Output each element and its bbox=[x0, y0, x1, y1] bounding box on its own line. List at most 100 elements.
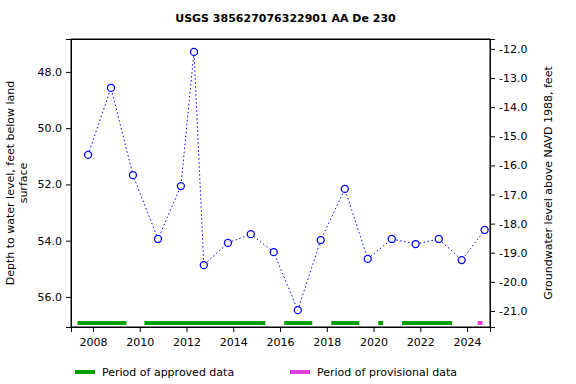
tick-label: 2014 bbox=[220, 336, 248, 349]
tick: 48.0 bbox=[38, 66, 72, 79]
data-point bbox=[388, 235, 395, 242]
tick: -13.0 bbox=[490, 72, 527, 85]
data-point bbox=[412, 241, 419, 248]
tick: 52.0 bbox=[38, 178, 72, 191]
tick: -14.0 bbox=[490, 101, 527, 114]
tick-mark bbox=[233, 327, 234, 332]
tick-mark bbox=[140, 327, 141, 332]
legend: Period of approved data Period of provisi… bbox=[75, 366, 457, 379]
tick: 2024 bbox=[454, 327, 482, 349]
data-line bbox=[88, 52, 485, 310]
tick: 54.0 bbox=[38, 235, 72, 248]
tick-mark bbox=[490, 136, 495, 137]
period-bar bbox=[284, 321, 312, 325]
data-point bbox=[154, 235, 161, 242]
tick-label: 2018 bbox=[313, 336, 341, 349]
tick: 2022 bbox=[407, 327, 435, 349]
tick: -12.0 bbox=[490, 43, 527, 56]
tick-label: -21.0 bbox=[499, 305, 527, 318]
tick-mark bbox=[467, 327, 468, 332]
tick-mark bbox=[66, 241, 71, 242]
data-point bbox=[107, 84, 114, 91]
tick-mark bbox=[66, 72, 71, 73]
tick: 2018 bbox=[313, 327, 341, 349]
axis-line bbox=[491, 40, 496, 328]
x-axis: 2008 2010 2012 2014 2016 2018 2020 2022 2024 bbox=[72, 327, 491, 349]
tick: 2020 bbox=[360, 327, 388, 349]
tick-mark bbox=[327, 327, 328, 332]
y2-axis: -12.0 -13.0 -14.0 -15.0 -16.0 -17.0 -18.0 -19.0… bbox=[490, 40, 527, 328]
y2-axis-label: Groundwater level above NAVD 1988, feet bbox=[542, 66, 555, 300]
tick-mark bbox=[490, 282, 495, 283]
tick-mark bbox=[280, 327, 281, 332]
tick-mark bbox=[187, 327, 188, 332]
tick-label: -18.0 bbox=[499, 218, 527, 231]
plot-area bbox=[78, 48, 489, 323]
tick: -21.0 bbox=[490, 305, 527, 318]
tick-mark bbox=[490, 195, 495, 196]
tick-mark bbox=[490, 78, 495, 79]
tick-label: -20.0 bbox=[499, 276, 527, 289]
tick-mark bbox=[490, 165, 495, 166]
axis-line bbox=[72, 328, 491, 333]
tick-label: -19.0 bbox=[499, 247, 527, 260]
y-axis-label-line: Depth to water level, feet below land bbox=[4, 81, 17, 286]
tick-label: 2016 bbox=[267, 336, 295, 349]
tick-label: 48.0 bbox=[38, 66, 63, 79]
legend-label: Period of approved data bbox=[102, 366, 234, 379]
tick-mark bbox=[93, 327, 94, 332]
tick-mark bbox=[374, 327, 375, 332]
data-point bbox=[200, 262, 207, 269]
tick-label: 2012 bbox=[173, 336, 201, 349]
tick-label: -14.0 bbox=[499, 101, 527, 114]
tick: -20.0 bbox=[490, 276, 527, 289]
tick-mark bbox=[66, 184, 71, 185]
tick-label: 56.0 bbox=[38, 291, 63, 304]
tick-label: -15.0 bbox=[499, 130, 527, 143]
chart: USGS 385627076322901 AA De 2302008201020… bbox=[0, 0, 576, 384]
tick-label: 50.0 bbox=[38, 122, 63, 135]
data-point bbox=[177, 183, 184, 190]
tick-mark bbox=[490, 224, 495, 225]
period-bar bbox=[402, 321, 452, 325]
data-point bbox=[270, 249, 277, 256]
tick: 2008 bbox=[79, 327, 107, 349]
tick-label: 2024 bbox=[454, 336, 482, 349]
legend-swatch bbox=[75, 370, 95, 374]
period-bar bbox=[378, 321, 383, 325]
tick-label: 52.0 bbox=[38, 178, 63, 191]
data-point bbox=[129, 172, 136, 179]
period-bar bbox=[331, 321, 359, 325]
data-point bbox=[435, 235, 442, 242]
tick: -16.0 bbox=[490, 159, 527, 172]
data-point bbox=[458, 257, 465, 264]
tick: 2010 bbox=[126, 327, 154, 349]
data-point bbox=[247, 231, 254, 238]
tick: -15.0 bbox=[490, 130, 527, 143]
period-bar bbox=[144, 321, 265, 325]
tick-mark bbox=[66, 128, 71, 129]
tick: -18.0 bbox=[490, 218, 527, 231]
tick-label: -16.0 bbox=[499, 159, 527, 172]
y-axis-label-line: surface bbox=[17, 162, 30, 203]
tick-label: -17.0 bbox=[499, 189, 527, 202]
legend-label: Period of provisional data bbox=[317, 366, 457, 379]
data-point bbox=[224, 239, 231, 246]
tick: 2016 bbox=[267, 327, 295, 349]
data-point bbox=[190, 48, 197, 55]
period-bar bbox=[78, 321, 127, 325]
tick-mark bbox=[490, 253, 495, 254]
tick-label: -13.0 bbox=[499, 72, 527, 85]
tick: 2014 bbox=[220, 327, 248, 349]
tick-mark bbox=[420, 327, 421, 332]
tick: 56.0 bbox=[38, 291, 72, 304]
period-bar bbox=[478, 321, 483, 325]
tick: -19.0 bbox=[490, 247, 527, 260]
data-point bbox=[85, 151, 92, 158]
tick-label: 2008 bbox=[79, 336, 107, 349]
tick: 2012 bbox=[173, 327, 201, 349]
tick: 50.0 bbox=[38, 122, 72, 135]
data-point bbox=[364, 255, 371, 262]
tick-label: 2010 bbox=[126, 336, 154, 349]
data-point bbox=[317, 237, 324, 244]
